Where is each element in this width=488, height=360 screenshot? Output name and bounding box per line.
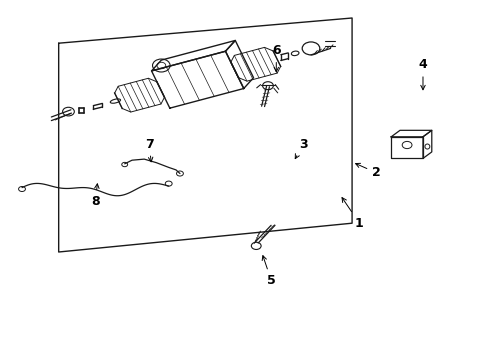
Text: 1: 1 [341, 198, 363, 230]
Text: 3: 3 [295, 138, 307, 159]
Text: 5: 5 [262, 256, 275, 287]
Text: 2: 2 [355, 163, 380, 179]
Text: 8: 8 [91, 184, 100, 208]
Text: 7: 7 [144, 138, 153, 162]
Text: 4: 4 [418, 58, 427, 90]
Text: 6: 6 [271, 44, 280, 72]
